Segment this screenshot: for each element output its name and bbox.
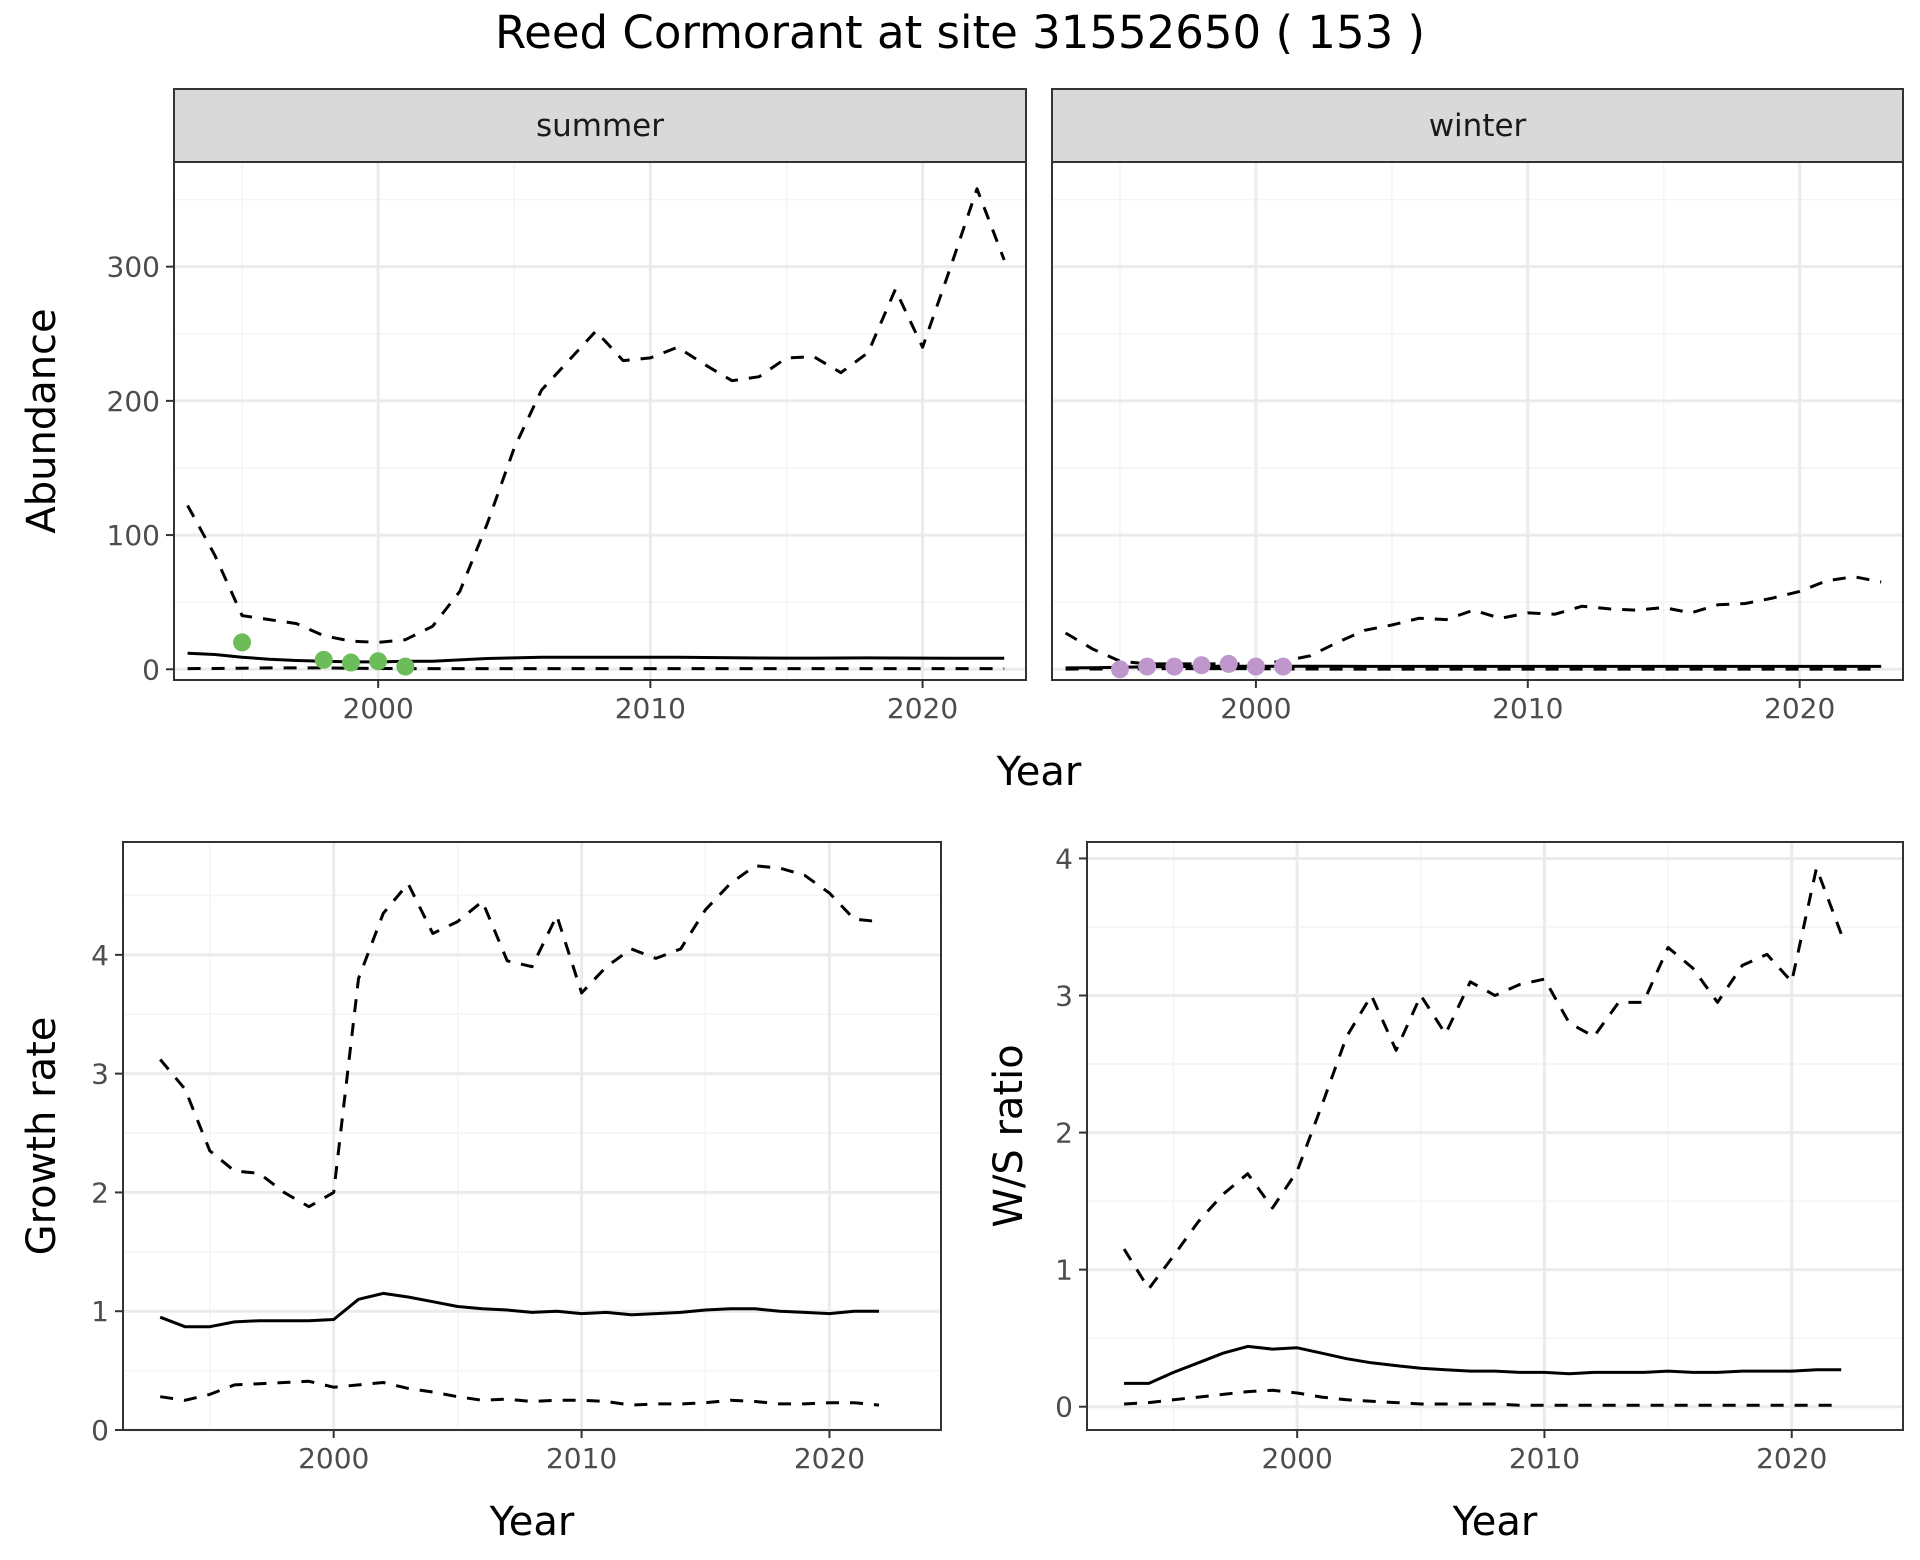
observed-point — [1274, 657, 1293, 676]
x-tick-label: 2020 — [887, 692, 958, 725]
x-axis-title: Year — [996, 749, 1082, 795]
panel-background — [123, 842, 941, 1430]
y-tick-label: 4 — [1055, 842, 1073, 875]
observed-point — [396, 657, 415, 676]
facet-strip-label: summer — [536, 108, 664, 144]
x-axis-title: Year — [1452, 1499, 1538, 1545]
y-axis-title: Growth rate — [19, 1017, 65, 1256]
x-tick-label: 2000 — [1262, 1442, 1333, 1475]
x-tick-label: 2000 — [298, 1442, 369, 1475]
observed-point — [341, 653, 360, 672]
x-tick-label: 2000 — [343, 692, 414, 725]
y-tick-label: 300 — [107, 251, 160, 284]
upper-bound-line — [159, 864, 880, 1209]
lower-bound-line — [1124, 1388, 1842, 1407]
x-tick-label: 2000 — [1220, 692, 1291, 725]
panel-ws-ratio: 2000 2010 2020 0 1 2 3 4 — [1055, 841, 1904, 1475]
y-tick-label: 4 — [91, 939, 109, 972]
x-tick-label: 2020 — [794, 1442, 865, 1475]
observed-point — [233, 633, 252, 652]
panel-border — [1086, 841, 1904, 1431]
panel-summer: 2000 2010 2020 0 100 200 300 summer — [107, 88, 1027, 725]
y-tick-label: 0 — [91, 1414, 109, 1447]
facet-strip — [1051, 88, 1904, 163]
upper-bound-line — [1122, 866, 1843, 1291]
lower-bound-line — [159, 1379, 880, 1407]
observed-point — [1138, 657, 1157, 676]
panel-background — [174, 162, 1026, 680]
estimate-line — [159, 1291, 879, 1329]
observed-point — [369, 652, 388, 671]
y-tick-label: 0 — [1055, 1391, 1073, 1424]
panel-winter: 2000 2010 2020 winter — [1051, 88, 1904, 725]
facet-strip-label: winter — [1429, 108, 1527, 144]
x-tick-label: 2010 — [615, 692, 686, 725]
panel-growth-rate: 2000 2010 2020 0 1 2 3 4 — [91, 841, 942, 1475]
x-axis-title: Year — [489, 1499, 575, 1545]
observed-point — [1165, 657, 1184, 676]
panel-border — [122, 841, 942, 1431]
observed-point — [1246, 657, 1265, 676]
observed-point — [1219, 654, 1238, 673]
y-axis-title: Abundance — [19, 308, 65, 533]
y-tick-label: 200 — [107, 385, 160, 418]
lower-bound-line — [187, 666, 1005, 671]
x-tick-label: 2010 — [1492, 692, 1563, 725]
y-tick-label: 2 — [91, 1176, 109, 1209]
y-tick-label: 0 — [142, 653, 160, 686]
x-tick-label: 2010 — [546, 1442, 617, 1475]
upper-bound-line — [1064, 575, 1882, 666]
x-tick-label: 2020 — [1764, 692, 1835, 725]
y-tick-label: 3 — [1055, 980, 1073, 1013]
y-axis-title: W/S ratio — [986, 1044, 1032, 1227]
y-tick-label: 3 — [91, 1058, 109, 1091]
x-tick-label: 2010 — [1509, 1442, 1580, 1475]
chart-title: Reed Cormorant at site 31552650 ( 153 ) — [495, 6, 1425, 59]
panel-background — [1052, 162, 1903, 680]
x-tick-label: 2020 — [1756, 1442, 1827, 1475]
y-tick-label: 2 — [1055, 1117, 1073, 1150]
observed-point — [314, 650, 333, 669]
estimate-line — [1065, 664, 1882, 670]
observed-point — [1110, 660, 1129, 679]
lower-bound-line — [1065, 667, 1882, 671]
y-tick-label: 100 — [107, 519, 160, 552]
y-tick-label: 1 — [91, 1295, 109, 1328]
observed-point — [1192, 656, 1211, 675]
facet-strip — [173, 88, 1027, 163]
estimate-line — [1124, 1344, 1842, 1385]
y-tick-label: 1 — [1055, 1254, 1073, 1287]
panel-background — [1087, 842, 1903, 1430]
